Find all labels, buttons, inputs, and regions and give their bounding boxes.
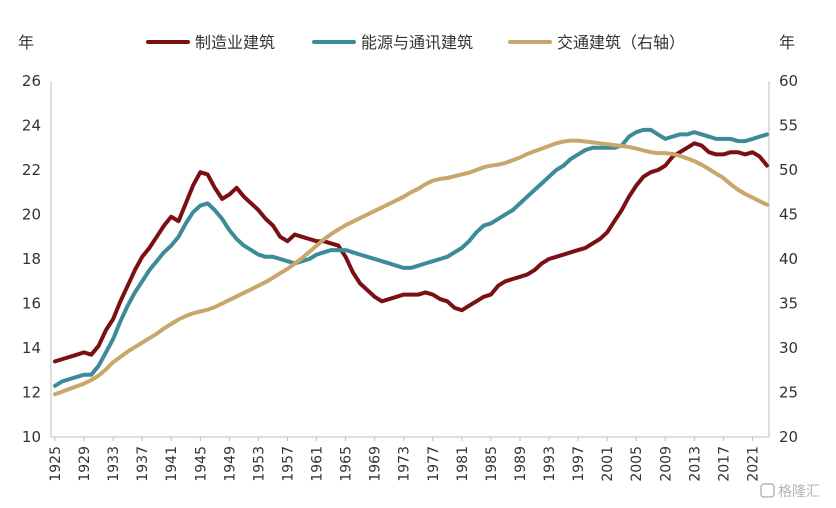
x-tick-label: 1933 (106, 446, 122, 482)
x-tick-label: 1969 (368, 446, 384, 482)
x-tick-label: 1981 (455, 446, 471, 482)
x-tick-label: 1993 (542, 446, 558, 482)
legend: 制造业建筑 能源与通讯建筑 交通建筑（右轴） (146, 33, 685, 52)
legend-label-2: 能源与通讯建筑 (361, 33, 473, 52)
legend-label-1: 制造业建筑 (195, 33, 275, 52)
x-tick-label: 1965 (339, 446, 355, 482)
x-tick-label: 1997 (571, 446, 587, 482)
y-left-tick-label: 12 (22, 384, 41, 402)
x-tick-label: 2009 (658, 446, 674, 482)
y-right-tick-label: 35 (779, 295, 798, 313)
left-axis-unit: 年 (18, 33, 34, 52)
y-right-tick-label: 60 (779, 72, 798, 90)
watermark-logo-icon (760, 483, 775, 498)
x-tick-label: 1925 (48, 446, 64, 482)
x-tick-label: 2013 (687, 446, 703, 482)
x-tick-label: 2021 (745, 446, 761, 482)
series-group (53, 127, 769, 397)
x-tick-label: 2005 (629, 446, 645, 482)
x-tick-label: 1977 (426, 446, 442, 482)
y-left-tick-label: 20 (22, 206, 41, 224)
series-line-3 (53, 138, 769, 397)
y-right-tick-label: 30 (779, 339, 798, 357)
y-left-tick-label: 10 (22, 428, 41, 446)
y-left-tick-label: 18 (22, 250, 41, 268)
watermark: 格隆汇 (760, 483, 820, 500)
y-left-tick-label: 22 (22, 161, 41, 179)
series-line-1 (53, 141, 769, 364)
x-tick-label: 1989 (513, 446, 529, 482)
y-right-tick-label: 55 (779, 117, 798, 135)
y-right-tick-label: 40 (779, 250, 798, 268)
legend-label-3: 交通建筑（右轴） (557, 33, 685, 52)
x-tick-label: 1961 (310, 446, 326, 482)
y-right-tick-label: 45 (779, 206, 798, 224)
x-tick-label: 1957 (280, 446, 296, 482)
watermark-text: 格隆汇 (778, 484, 820, 500)
x-tick-label: 1953 (251, 446, 267, 482)
y-left-tick-label: 26 (22, 72, 41, 90)
x-tick-label: 1937 (135, 446, 151, 482)
y-left-tick-label: 24 (22, 117, 41, 135)
x-tick-label: 1973 (397, 446, 413, 482)
axes: 10 12 14 16 18 20 22 24 26 20 25 30 35 40 45 50 55 60 1925… (22, 72, 798, 482)
x-tick-label: 1985 (484, 446, 500, 482)
y-right-tick-label: 20 (779, 428, 798, 446)
series-line-2 (53, 127, 769, 388)
x-tick-label: 1949 (222, 446, 238, 482)
x-tick-label: 2017 (716, 446, 732, 482)
y-right-tick-label: 50 (779, 161, 798, 179)
y-right-tick-label: 25 (779, 384, 798, 402)
right-axis-unit: 年 (779, 33, 795, 52)
x-tick-label: 1941 (164, 446, 180, 482)
y-left-tick-label: 14 (22, 339, 41, 357)
x-tick-label: 1929 (77, 446, 93, 482)
x-tick-label: 2001 (600, 446, 616, 482)
x-tick-label: 1945 (193, 446, 209, 482)
y-left-tick-label: 16 (22, 295, 41, 313)
